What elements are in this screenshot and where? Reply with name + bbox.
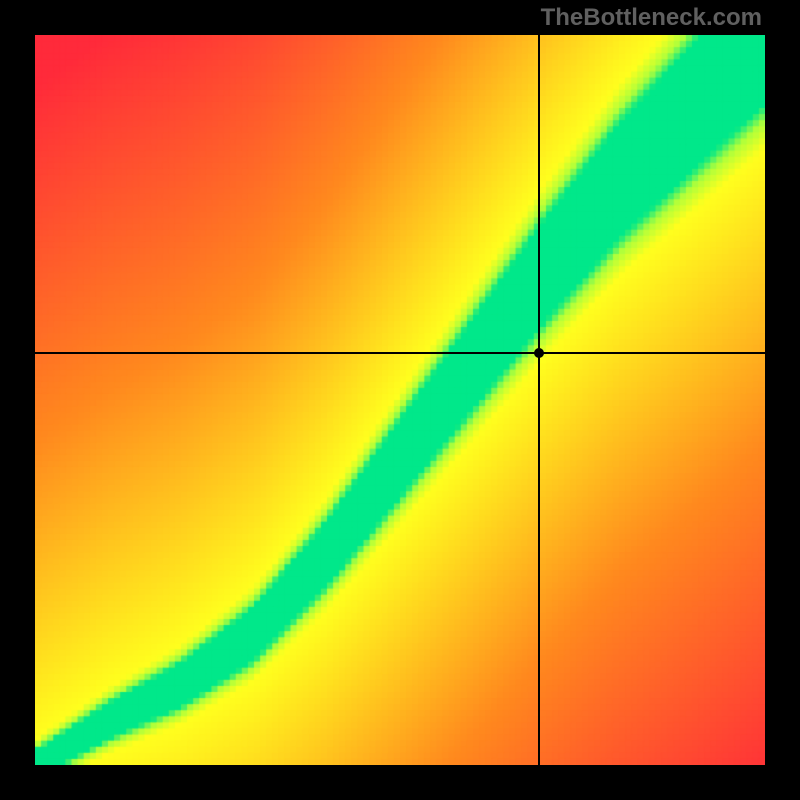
crosshair-marker (534, 348, 544, 358)
heatmap-canvas (35, 35, 765, 765)
watermark-text: TheBottleneck.com (541, 4, 762, 32)
crosshair-vertical (538, 35, 540, 765)
crosshair-horizontal (35, 352, 765, 354)
bottleneck-heatmap (35, 35, 765, 765)
